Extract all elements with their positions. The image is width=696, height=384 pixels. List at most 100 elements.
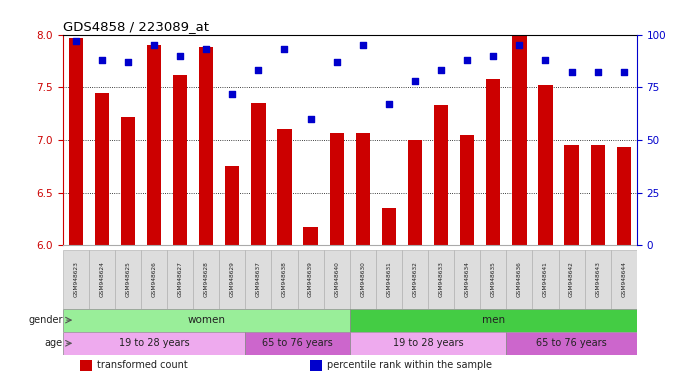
Point [514, 42, 525, 48]
Point [436, 67, 447, 73]
Bar [147, 45, 161, 245]
Text: GSM948641: GSM948641 [543, 262, 548, 297]
Bar [590, 145, 605, 245]
Point [253, 67, 264, 73]
Bar [251, 103, 266, 245]
Point [175, 53, 186, 59]
Text: GSM948627: GSM948627 [177, 262, 182, 297]
Point [122, 59, 134, 65]
Text: GSM948635: GSM948635 [491, 262, 496, 297]
Bar [350, 308, 637, 332]
Point [96, 57, 107, 63]
Bar [507, 250, 532, 308]
Bar [303, 227, 318, 245]
Point [200, 46, 212, 52]
Bar [173, 74, 187, 245]
Bar [356, 132, 370, 245]
Bar [434, 105, 448, 245]
Bar [507, 332, 637, 355]
Point [383, 101, 395, 107]
Bar [460, 135, 475, 245]
Bar [408, 140, 422, 245]
Bar [376, 250, 402, 308]
Bar [199, 47, 214, 245]
Bar [277, 129, 292, 245]
Text: GSM948626: GSM948626 [152, 262, 157, 297]
Bar [95, 93, 109, 245]
Bar [193, 250, 219, 308]
Bar [381, 209, 396, 245]
Bar [89, 250, 115, 308]
Point [70, 38, 81, 44]
Text: age: age [45, 338, 63, 348]
Bar [512, 35, 527, 245]
Text: GSM948631: GSM948631 [386, 262, 391, 297]
Bar [68, 38, 83, 245]
Text: GSM948640: GSM948640 [334, 262, 339, 297]
Bar [80, 360, 93, 371]
Text: GSM948625: GSM948625 [125, 262, 130, 297]
Text: 65 to 76 years: 65 to 76 years [536, 338, 607, 348]
Bar [611, 250, 637, 308]
Bar [141, 250, 167, 308]
Bar [63, 308, 350, 332]
Point [488, 53, 499, 59]
Bar [120, 117, 135, 245]
Text: 19 to 28 years: 19 to 28 years [393, 338, 464, 348]
Bar [310, 360, 322, 371]
Text: GSM948637: GSM948637 [256, 262, 261, 297]
Text: transformed count: transformed count [97, 361, 188, 371]
Bar [558, 250, 585, 308]
Text: GSM948629: GSM948629 [230, 262, 235, 297]
Bar [167, 250, 193, 308]
Point [331, 59, 342, 65]
Point [227, 91, 238, 97]
Point [305, 116, 316, 122]
Point [357, 42, 368, 48]
Bar [532, 250, 559, 308]
Text: women: women [187, 315, 226, 325]
Text: GSM948642: GSM948642 [569, 262, 574, 297]
Bar [225, 166, 239, 245]
Point [566, 70, 577, 76]
Bar [245, 250, 271, 308]
Point [592, 70, 603, 76]
Text: men: men [482, 315, 505, 325]
Point [461, 57, 473, 63]
Bar [219, 250, 245, 308]
Bar [617, 147, 631, 245]
Text: 19 to 28 years: 19 to 28 years [119, 338, 189, 348]
Bar [486, 79, 500, 245]
Point [409, 78, 420, 84]
Bar [480, 250, 507, 308]
Text: 65 to 76 years: 65 to 76 years [262, 338, 333, 348]
Point [618, 70, 629, 76]
Point [540, 57, 551, 63]
Text: GSM948639: GSM948639 [308, 262, 313, 297]
Text: GSM948623: GSM948623 [73, 262, 78, 297]
Bar [329, 132, 344, 245]
Text: GSM948644: GSM948644 [622, 262, 626, 297]
Bar [350, 332, 507, 355]
Bar [324, 250, 350, 308]
Bar [564, 145, 579, 245]
Text: GDS4858 / 223089_at: GDS4858 / 223089_at [63, 20, 209, 33]
Bar [585, 250, 611, 308]
Text: GSM948636: GSM948636 [517, 262, 522, 297]
Text: GSM948643: GSM948643 [595, 262, 600, 297]
Text: percentile rank within the sample: percentile rank within the sample [327, 361, 492, 371]
Bar [271, 250, 298, 308]
Text: GSM948633: GSM948633 [438, 262, 443, 297]
Text: gender: gender [28, 315, 63, 325]
Bar [538, 85, 553, 245]
Point [279, 46, 290, 52]
Bar [245, 332, 350, 355]
Text: GSM948638: GSM948638 [282, 262, 287, 297]
Bar [350, 250, 376, 308]
Bar [63, 250, 89, 308]
Text: GSM948630: GSM948630 [361, 262, 365, 297]
Bar [298, 250, 324, 308]
Bar [454, 250, 480, 308]
Bar [428, 250, 454, 308]
Text: GSM948628: GSM948628 [204, 262, 209, 297]
